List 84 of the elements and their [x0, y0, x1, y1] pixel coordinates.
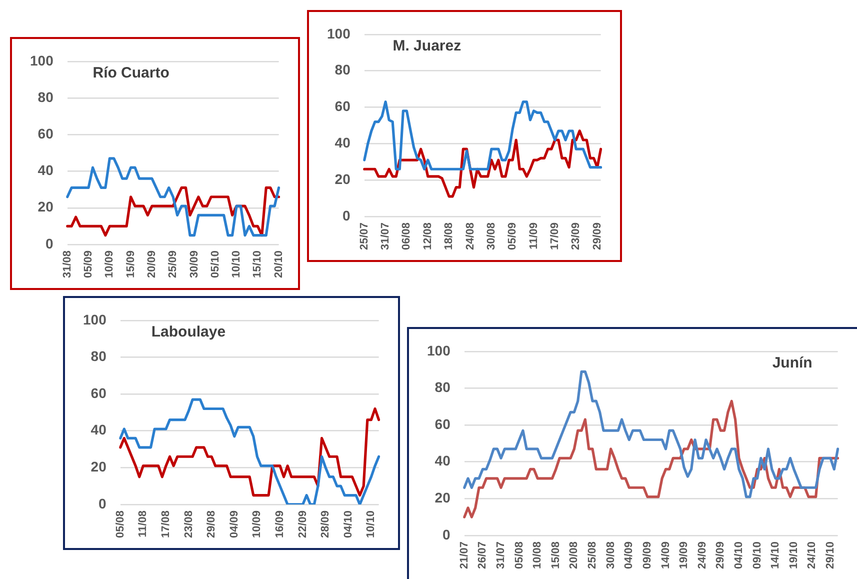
y-tick-label: 20 — [90, 458, 107, 475]
y-tick-label: 20 — [434, 490, 451, 506]
x-tick-label: 14/10 — [770, 541, 782, 570]
x-tick-label: 25/08 — [586, 541, 599, 570]
y-tick-label: 80 — [90, 348, 107, 364]
y-tick-label: 60 — [334, 98, 351, 114]
x-tick-label: 16/09 — [274, 510, 286, 538]
y-tick-label: 20 — [334, 170, 351, 187]
x-tick-label: 24/08 — [464, 222, 476, 250]
chart-title: M. Juarez — [392, 38, 462, 55]
y-tick-label: 40 — [334, 134, 351, 151]
x-tick-label: 12/08 — [422, 222, 434, 250]
x-tick-label: 15/08 — [550, 541, 562, 570]
y-tick-label: 80 — [434, 379, 451, 396]
y-tick-label: 80 — [334, 62, 351, 78]
y-tick-label: 0 — [442, 526, 451, 542]
chart-title: Junín — [772, 354, 812, 372]
x-tick-label: 10/09 — [104, 250, 116, 278]
x-tick-label: 22/09 — [296, 510, 309, 538]
y-tick-label: 100 — [83, 311, 107, 328]
chart-title: Laboulaye — [151, 324, 226, 341]
x-tick-label: 18/08 — [443, 222, 456, 250]
x-tick-label: 29/10 — [824, 541, 837, 570]
x-tick-label: 21/07 — [458, 541, 470, 570]
x-tick-label: 29/09 — [591, 222, 604, 250]
x-tick-label: 28/09 — [320, 510, 332, 538]
x-tick-label: 20/08 — [568, 541, 580, 570]
x-tick-label: 11/08 — [137, 510, 150, 538]
y-tick-label: 0 — [342, 207, 351, 224]
x-tick-label: 05/09 — [506, 222, 519, 250]
x-tick-label: 26/07 — [476, 541, 489, 570]
x-tick-label: 09/09 — [641, 541, 654, 570]
y-tick-label: 40 — [38, 162, 54, 178]
y-tick-label: 60 — [434, 416, 451, 432]
x-tick-label: 09/10 — [751, 541, 764, 570]
x-tick-label: 23/09 — [570, 222, 582, 250]
x-tick-label: 17/08 — [160, 510, 172, 538]
x-tick-label: 14/09 — [660, 541, 672, 570]
x-tick-label: 31/08 — [61, 250, 74, 278]
y-tick-label: 100 — [327, 25, 351, 42]
x-tick-label: 29/08 — [206, 510, 218, 538]
x-tick-label: 29/09 — [714, 541, 727, 570]
x-tick-label: 05/08 — [114, 510, 126, 538]
x-tick-label: 19/09 — [678, 541, 690, 570]
x-tick-label: 06/08 — [400, 222, 413, 250]
x-tick-label: 10/08 — [532, 541, 544, 570]
y-tick-label: 0 — [98, 495, 107, 512]
x-tick-label: 20/10 — [272, 250, 285, 278]
x-tick-label: 10/10 — [230, 250, 243, 278]
x-tick-label: 30/08 — [485, 222, 498, 250]
x-tick-label: 17/09 — [548, 222, 561, 250]
y-tick-label: 20 — [38, 198, 54, 215]
x-tick-label: 24/09 — [696, 541, 708, 570]
y-tick-label: 60 — [38, 125, 54, 142]
x-tick-label: 11/09 — [528, 222, 540, 250]
y-tick-label: 100 — [30, 52, 54, 68]
x-tick-label: 15/09 — [124, 250, 137, 278]
x-tick-label: 30/09 — [188, 250, 200, 278]
x-tick-label: 10/10 — [365, 510, 378, 538]
x-tick-label: 15/10 — [252, 250, 264, 278]
x-tick-label: 04/09 — [623, 541, 636, 570]
y-tick-label: 40 — [434, 452, 451, 469]
x-tick-label: 10/09 — [251, 510, 264, 538]
x-tick-label: 31/07 — [380, 222, 392, 250]
y-tick-label: 60 — [90, 384, 107, 401]
x-tick-label: 31/07 — [495, 541, 507, 570]
x-tick-label: 19/10 — [788, 541, 800, 570]
x-tick-label: 05/08 — [513, 541, 526, 570]
x-tick-label: 23/08 — [182, 510, 195, 538]
y-tick-label: 80 — [38, 88, 54, 105]
x-tick-label: 30/08 — [604, 541, 617, 570]
x-tick-label: 04/10 — [732, 541, 745, 570]
x-tick-label: 24/10 — [806, 541, 818, 570]
x-tick-label: 25/09 — [167, 250, 180, 278]
x-tick-label: 05/10 — [209, 250, 222, 278]
x-tick-label: 25/07 — [358, 222, 370, 250]
x-tick-label: 04/10 — [342, 510, 354, 538]
y-tick-label: 0 — [46, 235, 54, 252]
y-tick-label: 40 — [90, 422, 107, 438]
x-tick-label: 20/09 — [146, 250, 158, 278]
x-tick-label: 05/09 — [82, 250, 95, 278]
chart-title: Río Cuarto — [92, 64, 170, 82]
y-tick-label: 100 — [427, 342, 451, 358]
x-tick-label: 04/09 — [228, 510, 240, 538]
